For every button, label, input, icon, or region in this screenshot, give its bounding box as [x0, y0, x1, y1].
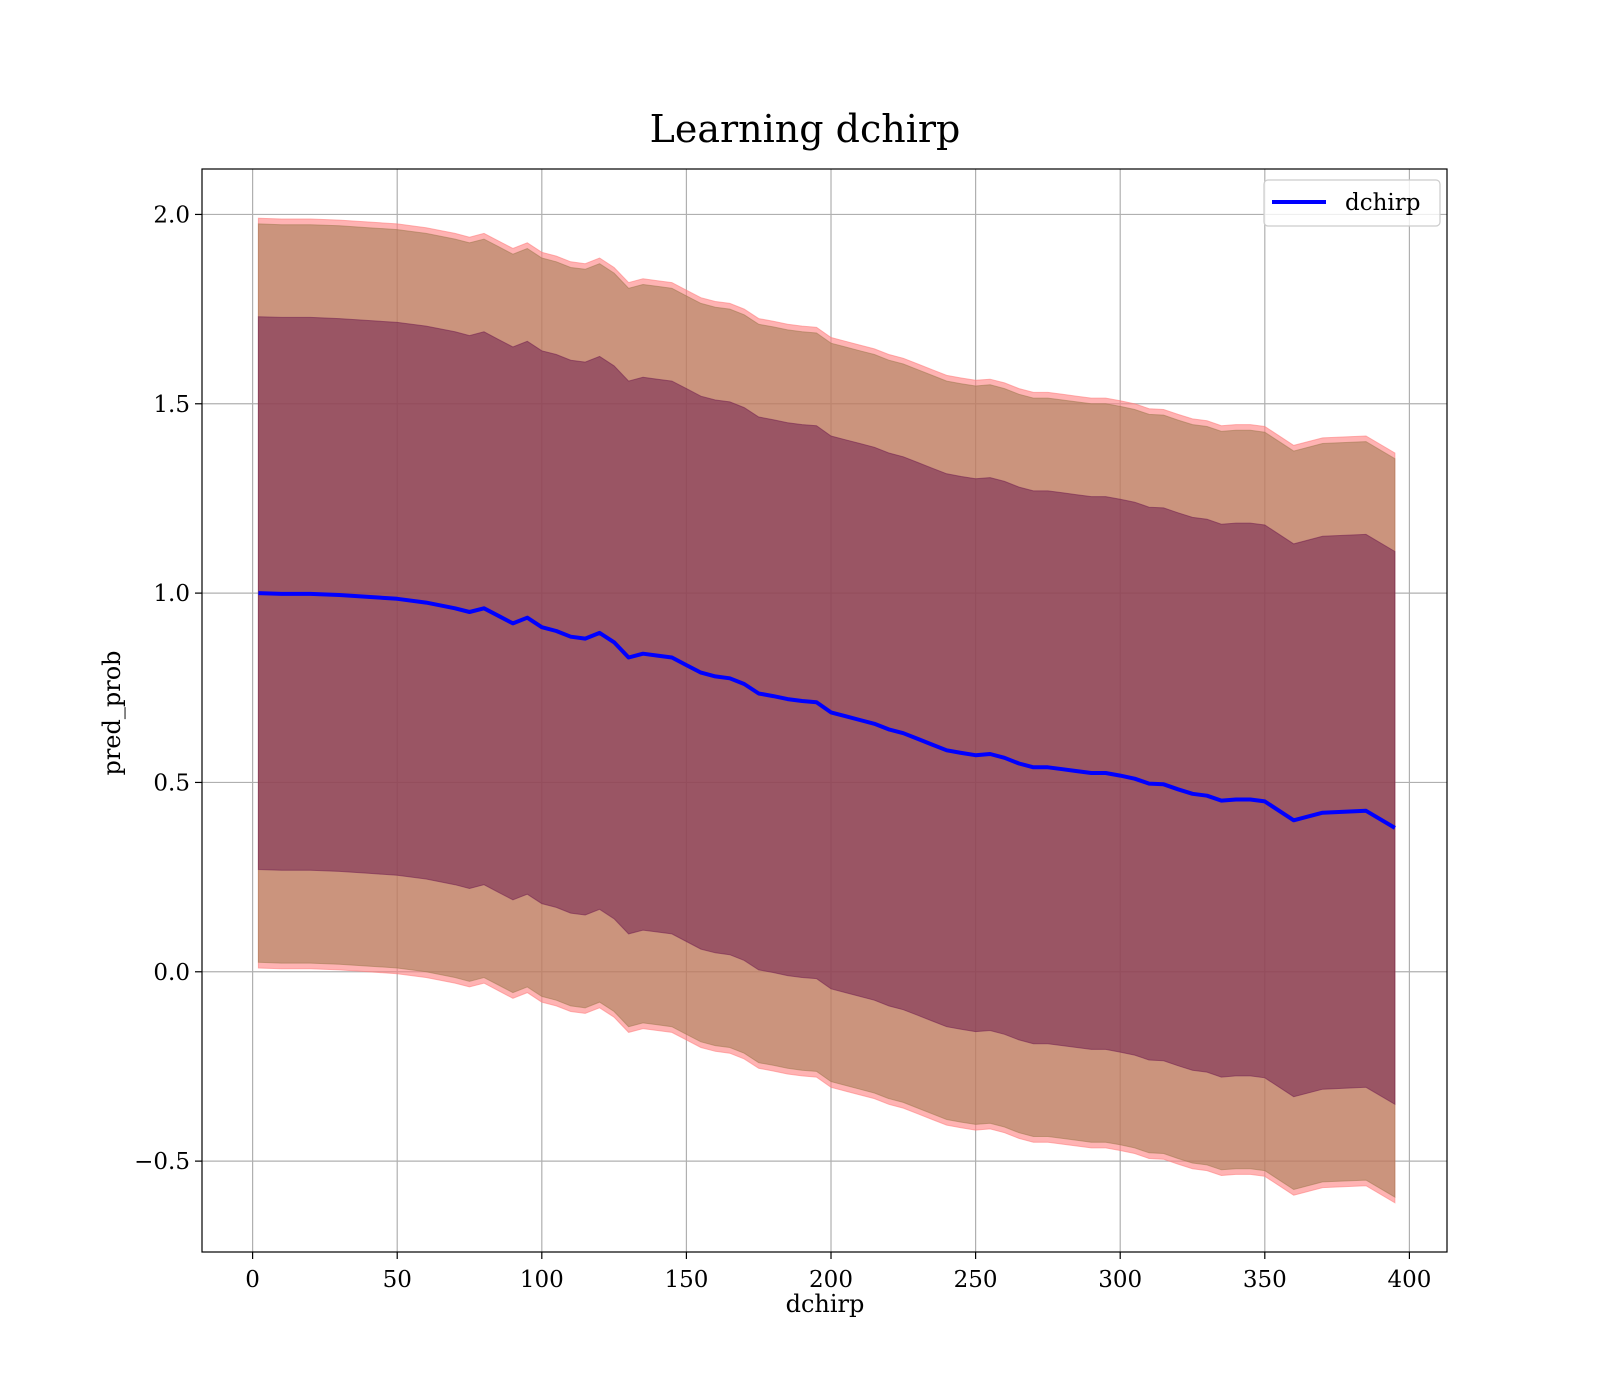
x-tick-label: 50 [383, 1267, 412, 1293]
x-tick-label: 100 [520, 1267, 564, 1293]
legend: dchirp [1263, 179, 1441, 227]
y-tick-label: 0.0 [153, 960, 190, 986]
plot-frame [201, 168, 1448, 1253]
chart-title: Learning dchirp [650, 107, 961, 151]
y-tick-label: 0.5 [153, 770, 190, 796]
x-axis-label: dchirp [786, 1290, 865, 1318]
y-tick-label: 1.0 [153, 581, 190, 607]
y-tick-label: 1.5 [153, 392, 190, 418]
x-tick-label: 200 [809, 1267, 853, 1293]
x-tick-label: 400 [1387, 1267, 1431, 1293]
x-tick-label: 150 [664, 1267, 708, 1293]
x-tick-label: 300 [1098, 1267, 1142, 1293]
x-tick-label: 350 [1243, 1267, 1287, 1293]
legend-box [1263, 179, 1441, 227]
x-tick-label: 0 [245, 1267, 260, 1293]
series-line-dchirp [258, 591, 1396, 830]
legend-label: dchirp [1345, 190, 1421, 216]
tick-layer: 0 50 100 150 200 250 300 350 400 −0.5 0.0 0.5 1.0 1.5… [134, 202, 1431, 1293]
line-layer [258, 591, 1396, 830]
x-tick-label: 250 [954, 1267, 998, 1293]
y-tick-label: 2.0 [153, 202, 190, 228]
y-axis-label: pred_prob [98, 650, 126, 775]
y-tick-label: −0.5 [134, 1149, 190, 1175]
